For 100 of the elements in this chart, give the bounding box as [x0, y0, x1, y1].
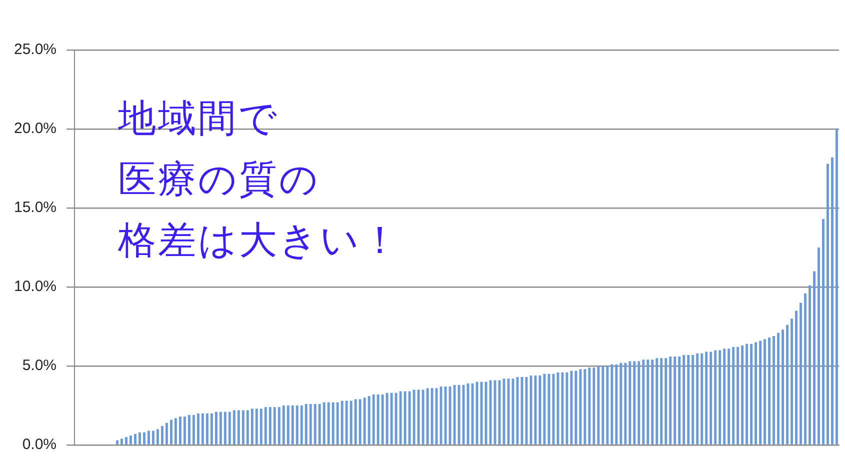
bar: [368, 396, 370, 444]
bar: [417, 390, 420, 444]
annotation: 医療の質の: [118, 156, 320, 203]
bar: [350, 400, 352, 444]
bar: [736, 347, 740, 444]
bar: [255, 408, 258, 444]
bar: [458, 384, 460, 444]
bar: [444, 386, 447, 444]
bar: [574, 370, 578, 444]
bar: [422, 390, 424, 444]
bar: [134, 434, 136, 444]
bar: [390, 392, 393, 444]
bar: [138, 432, 141, 444]
bar: [525, 377, 528, 444]
bar: [408, 391, 411, 444]
bar: [552, 374, 555, 444]
bar: [520, 377, 524, 444]
y-tick-label: 10.0%: [14, 278, 57, 296]
bar: [772, 336, 776, 444]
bar: [723, 348, 726, 444]
bar: [507, 378, 510, 444]
bar: [746, 344, 748, 444]
bar: [795, 310, 798, 444]
bar: [152, 430, 154, 444]
bar: [687, 354, 690, 444]
bar: [300, 406, 303, 444]
bar: [160, 426, 164, 444]
bar: [651, 360, 654, 444]
annotation: 格差は大きい！: [118, 217, 401, 264]
bar: [264, 407, 267, 444]
bar: [530, 375, 532, 444]
bar: [120, 438, 123, 444]
bar: [196, 413, 200, 444]
bar: [836, 129, 838, 444]
bar: [700, 353, 704, 444]
bar: [646, 360, 650, 444]
bar: [309, 404, 312, 444]
bar: [579, 369, 582, 444]
bar: [426, 388, 429, 444]
bar: [705, 352, 708, 444]
bar: [453, 384, 456, 444]
bar: [273, 407, 276, 444]
bar: [538, 375, 542, 444]
y-tick-label: 5.0%: [22, 357, 57, 374]
bar: [588, 368, 591, 444]
bar: [561, 372, 564, 444]
bar: [592, 368, 596, 444]
bar: [768, 338, 771, 444]
bar: [674, 356, 676, 444]
bar: [714, 350, 717, 444]
bar: [633, 361, 636, 444]
bar: [237, 410, 240, 444]
bar: [340, 400, 344, 444]
bar: [345, 400, 348, 444]
bar: [692, 354, 694, 444]
bar: [750, 344, 753, 444]
bar: [813, 271, 816, 444]
bar: [615, 364, 618, 444]
bar: [638, 361, 640, 444]
bar: [502, 378, 506, 444]
y-tick-label: 25.0%: [14, 41, 57, 58]
bar: [219, 412, 222, 444]
bar: [556, 372, 560, 444]
bar: [336, 402, 339, 444]
bar: [188, 414, 190, 444]
bar: [260, 408, 262, 444]
bar: [224, 412, 226, 444]
bar: [142, 432, 146, 444]
bar: [318, 404, 321, 444]
bar: [304, 404, 308, 444]
bar: [278, 407, 280, 444]
bar: [516, 377, 519, 444]
bar: [192, 414, 195, 444]
bar: [822, 219, 824, 444]
bar: [682, 354, 686, 444]
bar: [327, 402, 330, 444]
bar: [782, 330, 784, 444]
bar: [696, 353, 699, 444]
bar: [754, 342, 758, 444]
bar: [826, 164, 829, 444]
bar: [566, 372, 568, 444]
bar: [624, 362, 627, 444]
bar: [183, 416, 186, 444]
bar: [332, 402, 334, 444]
bar: [130, 436, 132, 444]
bar: [800, 302, 802, 444]
bar: [728, 348, 730, 444]
bar: [386, 392, 388, 444]
bar: [178, 416, 182, 444]
y-tick-label: 15.0%: [14, 199, 57, 216]
bar: [512, 378, 514, 444]
bar: [678, 356, 681, 444]
bar: [642, 360, 645, 444]
bar: [790, 318, 794, 444]
bar: [548, 374, 550, 444]
bar: [412, 390, 416, 444]
bar: [543, 374, 546, 444]
bar: [404, 391, 406, 444]
bar: [430, 388, 434, 444]
bar: [399, 391, 402, 444]
